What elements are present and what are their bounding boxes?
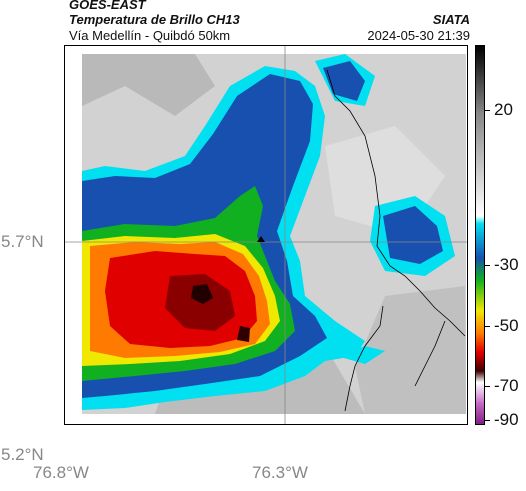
colorbar-tick-minus50: -50 [494,316,519,335]
lon-tick-76-8: 76.8°W [33,463,89,482]
brightness-temperature-map [64,45,468,425]
org-label: SIATA [432,12,470,27]
colorbar-tick-minus90: -90 [494,410,519,429]
political-border [326,69,466,337]
triangle-marker-icon [257,236,265,242]
colorbar-tick-20: 20 [494,100,513,119]
region-subtitle: Vía Medellín - Quibdó 50km [69,28,231,43]
colorbar-tick-minus70: -70 [494,376,519,395]
satellite-title: GOES-EAST [69,0,146,12]
lat-tick-5-7: 5.7°N [1,232,44,251]
map-canvas [65,46,467,424]
lon-tick-76-3: 76.3°W [252,463,308,482]
product-title: Temperatura de Brillo CH13 [69,12,240,27]
temperature-colorbar [475,45,485,425]
colorbar-tick-minus30: -30 [494,255,519,274]
lat-tick-5-2: 5.2°N [1,445,44,464]
datetime-label: 2024-05-30 21:39 [367,28,470,43]
